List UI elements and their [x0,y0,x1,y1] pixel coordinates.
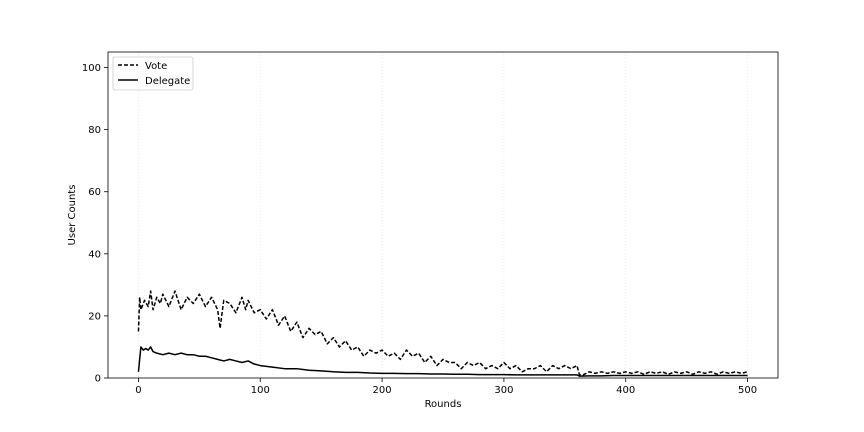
y-tick-label: 40 [88,249,101,260]
x-tick-label: 500 [738,385,757,396]
series-line-vote [137,290,748,376]
y-axis-ticks: 0 20 40 60 80 100 [82,63,108,385]
y-tick-label: 20 [88,311,101,322]
series-lines [137,290,748,377]
x-tick-label: 200 [373,385,392,396]
x-tick-label: 0 [135,385,141,396]
y-tick-label: 60 [88,187,101,198]
y-tick-label: 100 [82,63,101,74]
plot-frame [107,51,779,379]
x-tick-label: 300 [494,385,513,396]
y-tick-label: 0 [95,374,101,385]
plot-area [108,52,778,378]
x-axis-ticks: 0 100 200 300 400 500 [135,378,757,396]
series-line-delegate [137,346,748,377]
legend: Vote Delegate [112,56,194,91]
grid-lines [138,52,748,378]
legend-vote-label: Vote [145,61,167,72]
x-tick-label: 100 [251,385,270,396]
y-axis-label: User Counts [67,185,78,246]
legend-delegate-label: Delegate [145,76,190,87]
x-tick-label: 400 [616,385,635,396]
y-tick-label: 80 [88,125,101,136]
x-axis-label: Rounds [425,399,462,410]
